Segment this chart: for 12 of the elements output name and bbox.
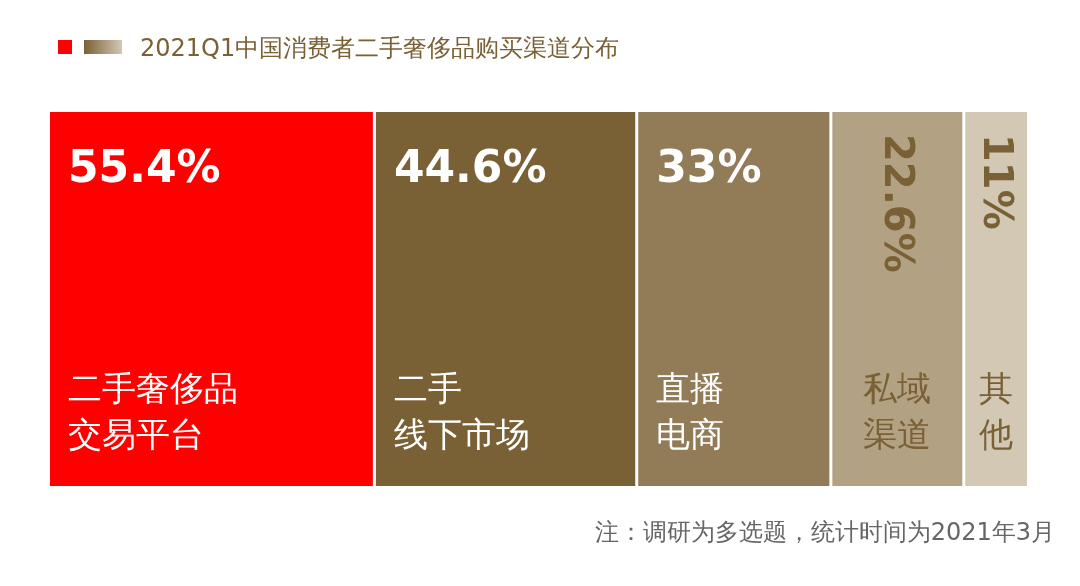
annotation: 注：调研为多选题，统计时间为2021年3月 — [594, 518, 1055, 546]
category: 其他 — [978, 368, 1013, 454]
value-label: 33% — [656, 141, 762, 192]
category: 二手线下市场 — [393, 368, 530, 454]
value-label: 11% — [974, 134, 1021, 230]
value-label: 44.6% — [393, 141, 547, 192]
category: 私域渠道 — [862, 368, 931, 454]
value-label: 22.6% — [875, 134, 922, 273]
value-label: 55.4% — [68, 141, 221, 192]
category: 直播电商 — [656, 368, 725, 454]
title: 2021Q1中国消费者二手奢侈品购买渠道分布 — [140, 34, 620, 62]
category: 二手奢侈品交易平台 — [68, 368, 238, 454]
